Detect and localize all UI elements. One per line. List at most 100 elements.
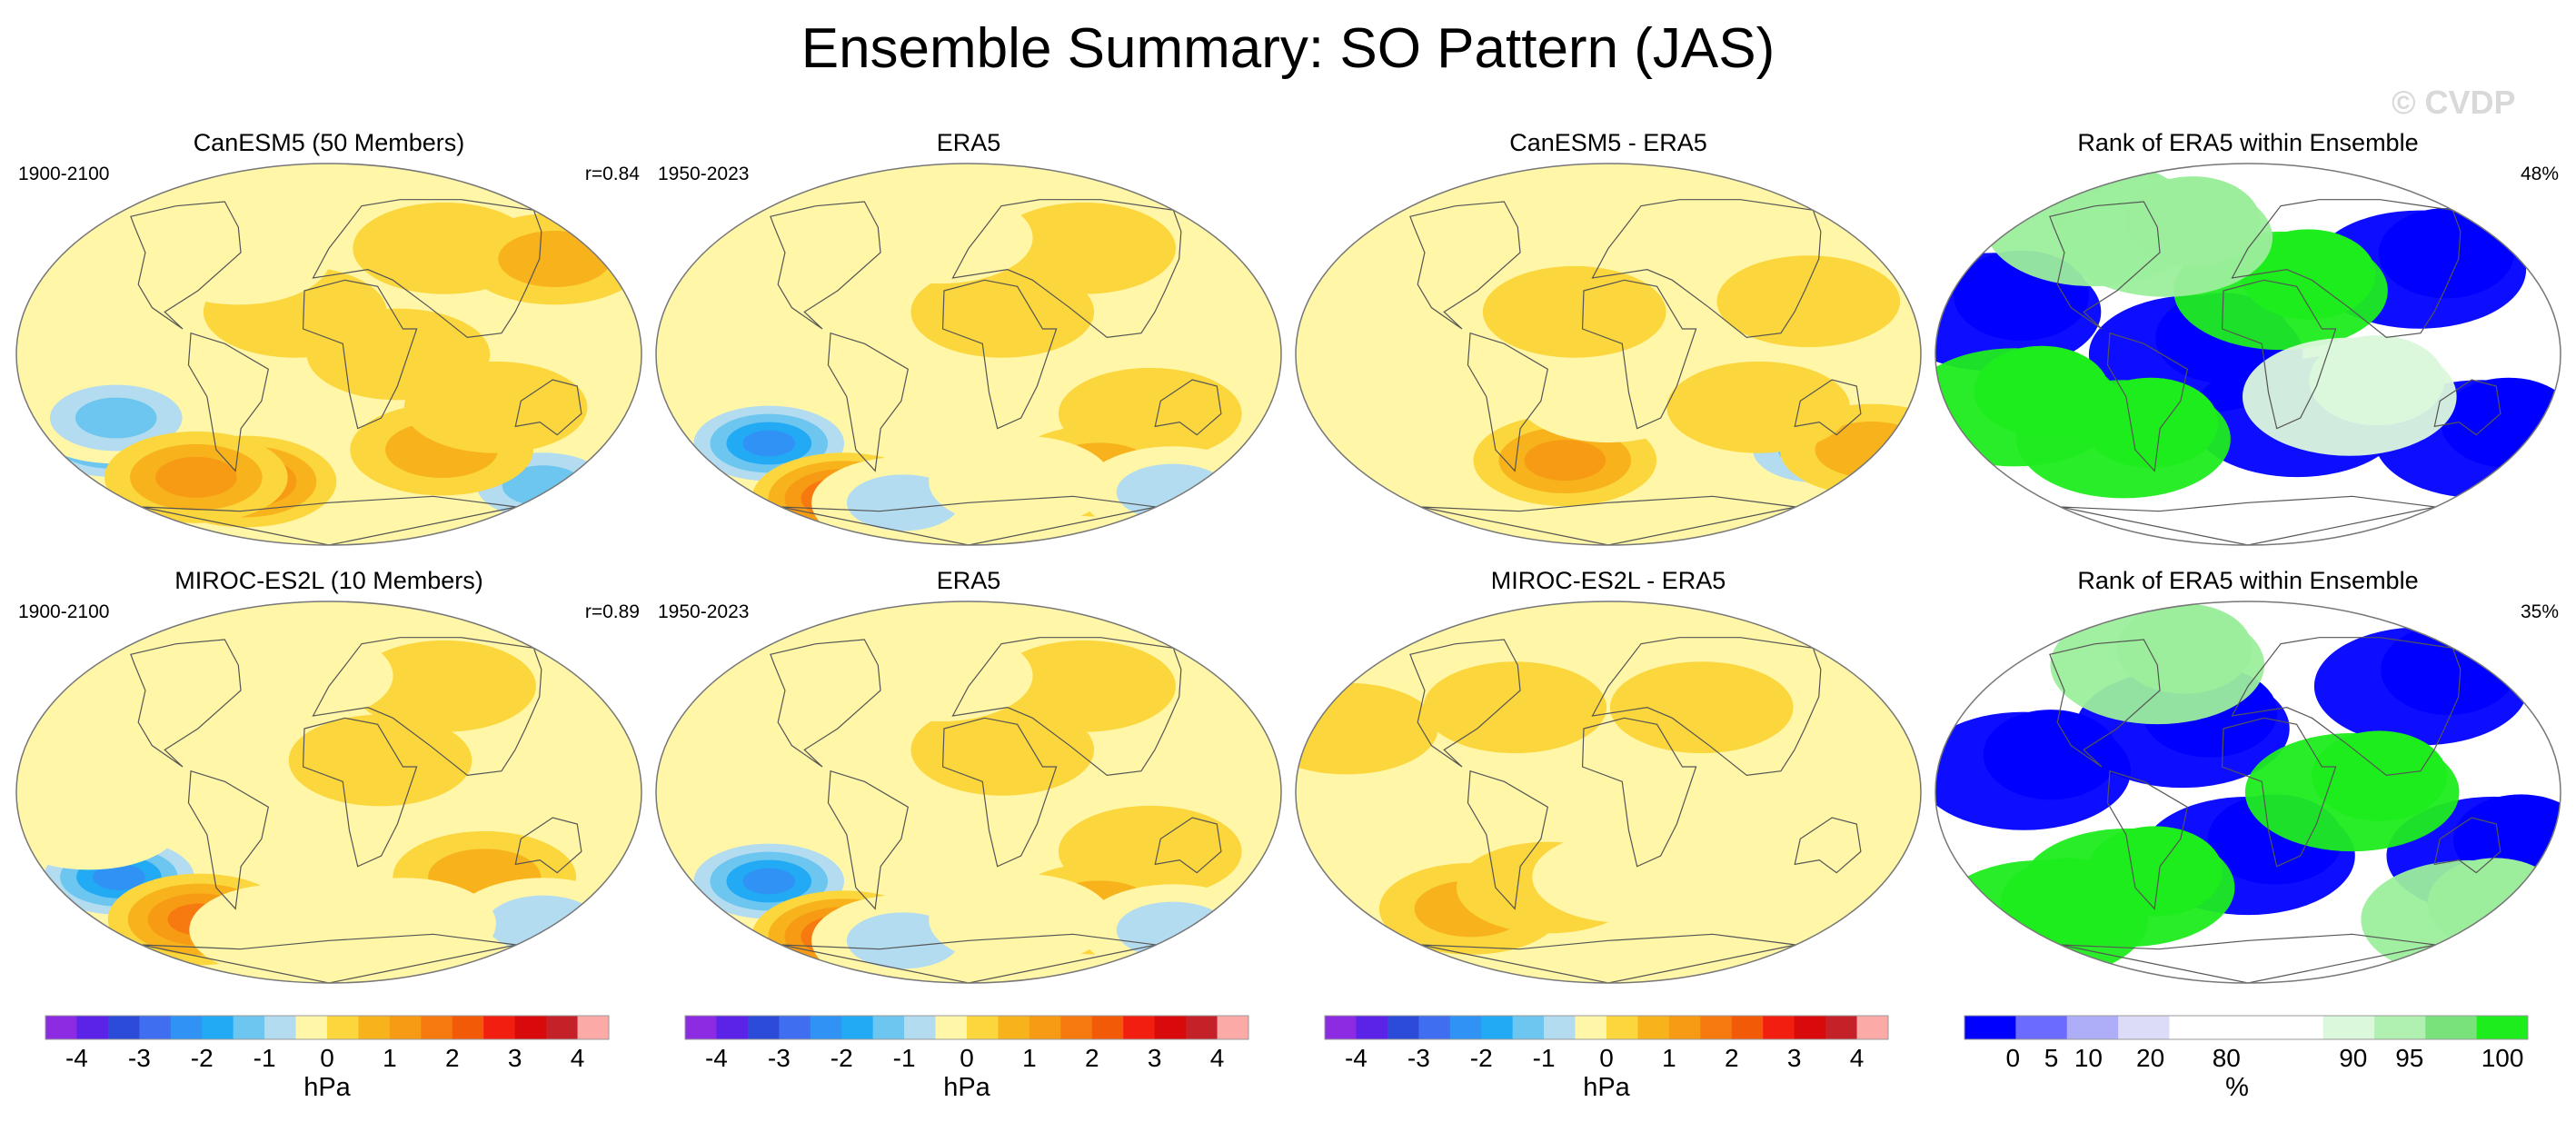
contour-level <box>1750 862 1921 955</box>
panel-title: ERA5 <box>937 567 1001 594</box>
map-field <box>16 601 642 983</box>
globe-outline <box>1295 163 1922 546</box>
rank-patch <box>2381 624 2517 715</box>
panel-title: MIROC-ES2L - ERA5 <box>1491 567 1726 594</box>
contour-level <box>992 202 1176 294</box>
colorbar-tick-label: 3 <box>508 1044 522 1072</box>
globe-outline <box>15 601 642 984</box>
colorbar-swatch <box>2220 1016 2273 1039</box>
coastline <box>827 332 909 472</box>
contour-level <box>189 884 373 977</box>
coastline <box>1467 770 1548 910</box>
contour-level <box>929 435 1112 528</box>
colorbar-tick-label: 95 <box>2395 1044 2423 1072</box>
colorbar-swatch <box>1544 1016 1576 1039</box>
coastline <box>514 817 582 874</box>
colorbar-tick-label: 3 <box>1148 1044 1162 1072</box>
map-field <box>656 601 1281 983</box>
globe-outline <box>655 163 1282 546</box>
coastline <box>2433 379 2501 436</box>
coastline <box>2231 637 2462 776</box>
colorbar-units: hPa <box>943 1073 990 1102</box>
contour-level <box>1482 265 1666 358</box>
rank-patch <box>2427 858 2561 948</box>
colorbar-swatch <box>202 1016 234 1039</box>
colorbar-swatch <box>295 1016 328 1039</box>
colorbar-swatch <box>1091 1016 1124 1039</box>
colorbar-tick-label: -4 <box>705 1044 728 1072</box>
coastline <box>130 201 242 330</box>
contour-level <box>659 661 843 754</box>
colorbar-swatch <box>107 1016 140 1039</box>
contour-level <box>849 192 1033 284</box>
colorbar-swatch <box>1700 1016 1733 1039</box>
rank-patch <box>2000 858 2136 948</box>
globe-outline <box>15 163 642 546</box>
colorbar-swatch <box>998 1016 1030 1039</box>
colorbar-tick-label: 2 <box>1085 1044 1099 1072</box>
coastline <box>187 332 269 472</box>
coastline <box>2221 717 2337 868</box>
contour-level <box>288 714 472 807</box>
colorbar-swatch <box>1964 1016 2016 1039</box>
coastline <box>1581 279 1697 430</box>
colorbar-swatch <box>327 1016 359 1039</box>
contour-level <box>659 223 843 316</box>
colorbar-swatch <box>546 1016 579 1039</box>
colorbar-swatch <box>1154 1016 1187 1039</box>
colorbar-swatch <box>810 1016 842 1039</box>
colorbar-swatch <box>514 1016 547 1039</box>
coastline <box>302 279 418 430</box>
colorbar-swatch <box>2118 1016 2170 1039</box>
coastline <box>302 717 418 868</box>
colorbar-swatch <box>139 1016 172 1039</box>
colorbar-tick-label: 0 <box>2006 1044 2021 1072</box>
coastline <box>2221 279 2337 430</box>
colorbar-swatch <box>1123 1016 1156 1039</box>
colorbar-tick-label: -1 <box>254 1044 276 1072</box>
colorbar-swatch <box>935 1016 968 1039</box>
colorbar-frame <box>684 1015 1249 1040</box>
colorbar-frame <box>1964 1015 2529 1040</box>
colorbar-units: hPa <box>1583 1073 1630 1102</box>
colorbar-tick-label: -4 <box>65 1044 88 1072</box>
map-field <box>1935 164 2561 545</box>
colorbar-swatch <box>1217 1016 1249 1039</box>
panel-stat: 48% <box>2521 164 2559 184</box>
coastline <box>781 933 1157 983</box>
contour-level <box>656 746 809 839</box>
coastline <box>1420 933 1796 983</box>
colorbar-swatch <box>233 1016 265 1039</box>
colorbar-units: hPa <box>303 1073 351 1102</box>
panel-title: Rank of ERA5 within Ensemble <box>2077 567 2418 594</box>
colorbar-swatch <box>1060 1016 1093 1039</box>
colorbar-tick-label: -1 <box>1533 1044 1556 1072</box>
colorbar-swatch <box>1186 1016 1218 1039</box>
colorbar-3: -4 -3 -2 -1 0 1 2 3 4 hPa <box>1324 1015 1889 1102</box>
colorbar-tick-label: 1 <box>1022 1044 1037 1072</box>
coastline <box>141 495 517 545</box>
coastline <box>1467 332 1548 472</box>
rank-patch <box>2378 208 2514 299</box>
coastline <box>130 639 242 768</box>
colorbar-tick-label: -4 <box>1345 1044 1368 1072</box>
coastline <box>827 770 909 910</box>
colorbar-swatch <box>2322 1016 2375 1039</box>
rank-patch <box>2116 603 2253 694</box>
coastline <box>2060 933 2436 983</box>
contour-level <box>93 863 145 890</box>
colorbar-swatch <box>170 1016 203 1039</box>
globe-outline <box>1934 163 2561 546</box>
colorbar-swatch <box>1481 1016 1514 1039</box>
panel-stat: r=0.84 <box>585 164 640 184</box>
colorbar-swatch <box>1606 1016 1638 1039</box>
coastline <box>1420 495 1796 545</box>
panel-period: 1900-2100 <box>18 601 109 622</box>
colorbar-swatch <box>1825 1016 1858 1039</box>
colorbar-2: -4 -3 -2 -1 0 1 2 3 4 hPa <box>684 1015 1249 1102</box>
coastline <box>781 495 1157 545</box>
panel-period: 1950-2023 <box>658 164 749 184</box>
contour-level <box>1296 682 1438 775</box>
contour-level <box>1423 661 1607 754</box>
